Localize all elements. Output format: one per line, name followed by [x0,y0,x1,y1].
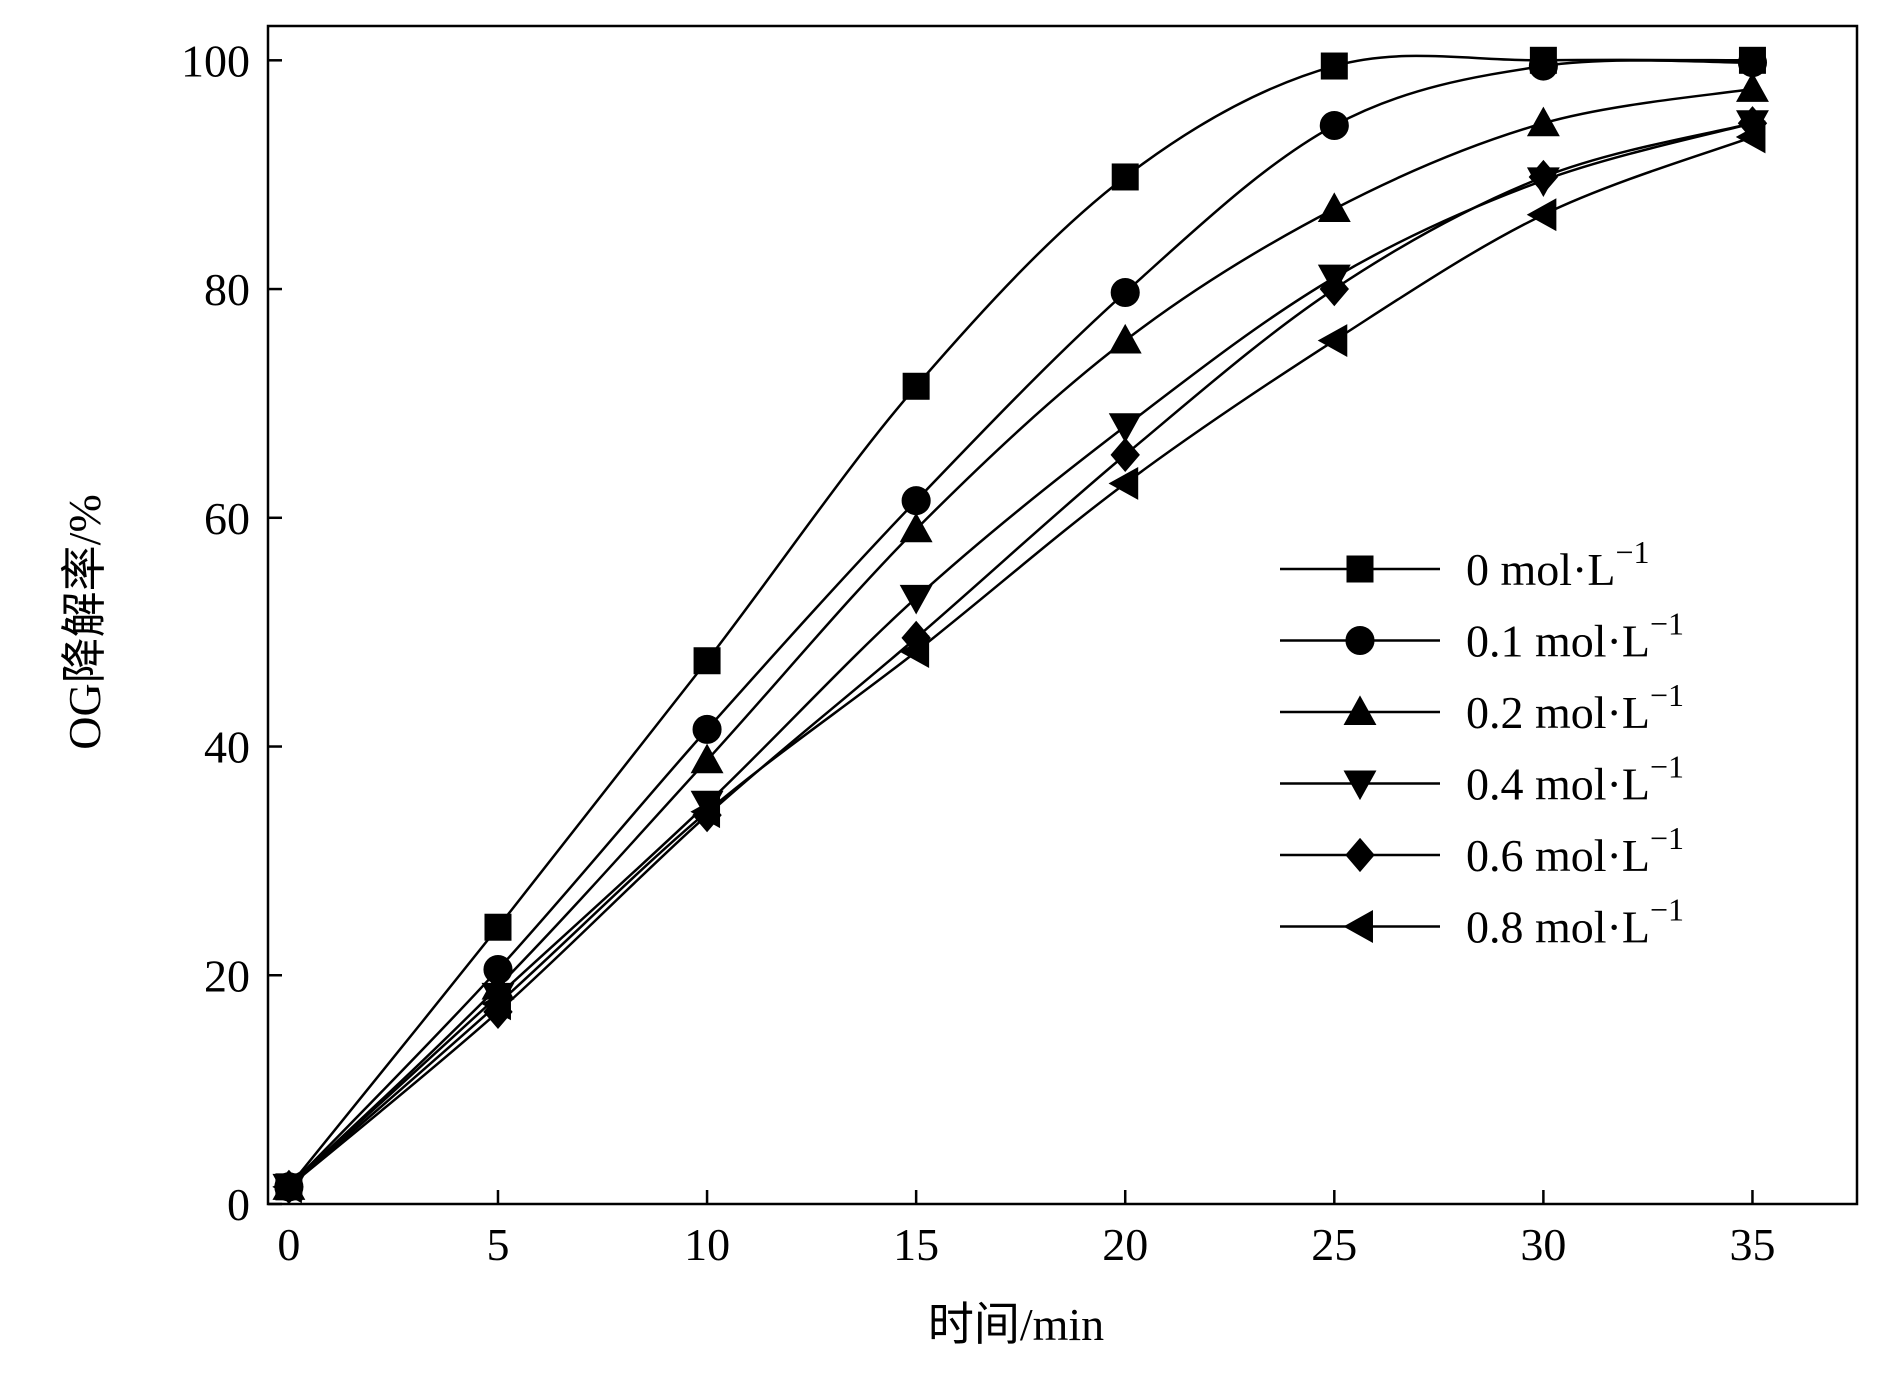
legend-label-superscript: −1 [1650,820,1684,856]
y-tick-label: 40 [204,722,250,773]
x-tick-label: 25 [1311,1219,1357,1270]
x-tick-label: 5 [486,1219,509,1270]
data-point [1110,437,1140,473]
series-markers [272,46,1769,1204]
data-point [1735,120,1766,154]
series-line [288,59,1753,1188]
legend-marker [1345,837,1375,873]
data-point [1319,110,1349,141]
y-tick-label: 60 [204,493,250,544]
y-tick-label: 100 [181,35,250,86]
legend: 0 mol·L−10.1 mol·L−10.2 mol·L−10.4 mol·L… [1280,534,1684,953]
data-point [1736,72,1769,102]
data-point [1526,198,1557,232]
x-tick-label: 35 [1729,1219,1775,1270]
legend-label: 0 mol·L−1 [1466,534,1650,595]
x-tick-label: 15 [893,1219,939,1270]
data-point [899,584,933,615]
x-axis-label: 时间/min [928,1299,1104,1350]
y-axis-ticks: 0 20 40 60 80 100 [181,35,282,1230]
data-point [1108,323,1142,354]
data-point [1320,52,1348,80]
data-point [1528,51,1558,81]
legend-label: 0.1 mol·L−1 [1466,606,1684,667]
legend-label-superscript: −1 [1650,749,1684,785]
x-tick-label: 30 [1520,1219,1566,1270]
data-point [901,486,931,516]
data-point [899,635,930,669]
data-point [1108,413,1142,443]
legend-item: 0 mol·L−1 [1280,534,1650,595]
legend-label-superscript: −1 [1650,892,1684,928]
legend-label: 0.4 mol·L−1 [1466,749,1684,810]
data-point [1317,192,1351,222]
data-point [690,795,721,829]
x-tick-label: 10 [684,1219,730,1270]
legend-label: 0.6 mol·L−1 [1466,820,1684,881]
legend-item: 0.4 mol·L−1 [1280,749,1684,810]
data-point [481,987,511,1021]
legend-marker [1343,770,1377,801]
y-tick-label: 20 [204,950,250,1001]
y-tick-label: 80 [204,264,250,315]
legend-item: 0.2 mol·L−1 [1280,677,1684,738]
data-point [899,512,933,543]
legend-marker [1343,695,1377,725]
legend-marker [1346,555,1374,583]
legend-marker [1345,625,1375,656]
data-point [1528,159,1559,195]
legend-label-text: 0.6 mol·L [1466,830,1650,881]
legend-label-text: 0.8 mol·L [1466,902,1650,953]
data-point [484,913,512,941]
x-tick-label: 0 [277,1219,300,1270]
data-point [1108,467,1139,500]
data-point [902,372,930,400]
y-axis-label: OG降解率/% [59,494,110,750]
legend-label: 0.2 mol·L−1 [1466,677,1684,738]
series-line [288,122,1753,1188]
legend-label-superscript: −1 [1650,677,1684,713]
legend-item: 0.1 mol·L−1 [1280,606,1684,667]
x-axis-ticks: 0 5 10 15 20 25 30 35 [277,1190,1775,1270]
data-point [272,1170,302,1204]
legend-label-superscript: −1 [1615,534,1649,570]
legend-item: 0.6 mol·L−1 [1280,820,1684,881]
data-point [690,743,724,774]
data-point [1319,271,1350,307]
data-point [693,647,721,675]
legend-label-superscript: −1 [1650,606,1684,642]
data-point [692,714,722,744]
series-line [288,135,1753,1188]
data-point [1317,324,1348,357]
plot-frame [266,24,1859,1206]
legend-label-text: 0 mol·L [1466,544,1615,595]
legend-label-text: 0.2 mol·L [1466,687,1650,738]
data-point [1111,163,1139,191]
legend-item: 0.8 mol·L−1 [1280,892,1684,953]
y-tick-label: 0 [227,1179,250,1230]
data-point [1110,277,1140,308]
data-point [1526,106,1560,137]
legend-label: 0.8 mol·L−1 [1466,892,1684,953]
legend-label-text: 0.4 mol·L [1466,759,1650,810]
legend-label-text: 0.1 mol·L [1466,616,1650,667]
x-tick-label: 20 [1102,1219,1148,1270]
legend-marker [1343,910,1373,943]
